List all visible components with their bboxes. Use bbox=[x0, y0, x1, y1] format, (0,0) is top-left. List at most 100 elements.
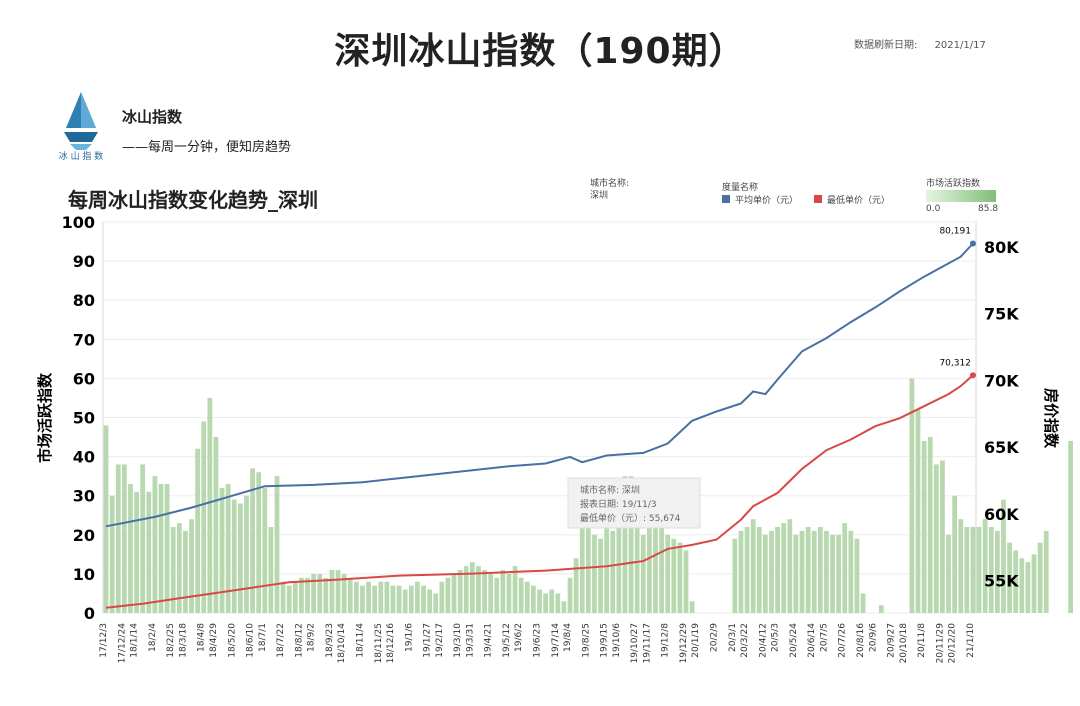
activity-bar bbox=[280, 581, 286, 613]
x-tick-label: 19/9/15 bbox=[600, 623, 610, 658]
y-right-tick-label: 75K bbox=[984, 305, 1019, 324]
activity-bar bbox=[970, 526, 976, 613]
legend-avg-swatch bbox=[722, 195, 730, 203]
activity-bar bbox=[1037, 542, 1043, 613]
activity-bar bbox=[647, 526, 652, 613]
avg-end-label: 80,191 bbox=[939, 226, 971, 236]
activity-bar bbox=[598, 538, 603, 613]
activity-bar bbox=[115, 464, 121, 613]
activity-bar bbox=[506, 573, 512, 613]
y-left-tick-label: 50 bbox=[73, 409, 95, 428]
x-tick-label: 18/5/20 bbox=[227, 623, 237, 658]
y-left-tick-label: 20 bbox=[73, 526, 95, 545]
activity-bar bbox=[781, 523, 787, 613]
activity-bar bbox=[616, 526, 622, 613]
x-tick-label: 19/10/27 bbox=[630, 623, 640, 663]
activity-bar bbox=[811, 530, 817, 613]
bars bbox=[103, 378, 1074, 613]
activity-bar bbox=[274, 476, 280, 613]
x-tick-label: 18/12/16 bbox=[386, 623, 396, 664]
x-tick-label: 18/2/25 bbox=[166, 623, 176, 658]
activity-bar bbox=[268, 526, 274, 613]
x-tick-label: 17/12/24 bbox=[117, 623, 127, 664]
x-tick-label: 19/2/17 bbox=[435, 623, 445, 658]
x-tick-label: 19/5/12 bbox=[502, 623, 512, 658]
x-tick-label: 20/11/29 bbox=[935, 623, 945, 664]
activity-bar bbox=[836, 534, 842, 613]
activity-bar bbox=[982, 519, 988, 613]
avg-end-point bbox=[969, 240, 976, 247]
activity-bar bbox=[592, 534, 597, 613]
activity-bar bbox=[372, 585, 378, 613]
x-tick-label: 19/10/6 bbox=[612, 623, 622, 658]
x-tick-label: 20/6/14 bbox=[807, 623, 817, 658]
activity-bar bbox=[225, 483, 231, 613]
x-tick-label: 18/6/10 bbox=[246, 623, 256, 658]
activity-bar bbox=[940, 460, 945, 613]
x-tick-label: 18/4/8 bbox=[197, 623, 207, 652]
activity-bar bbox=[341, 573, 347, 613]
iceberg-logo: 冰 山 指 数 bbox=[59, 92, 103, 160]
legend-avg-label: 平均单价（元） bbox=[735, 196, 799, 206]
activity-bar bbox=[634, 495, 640, 613]
activity-bar bbox=[323, 577, 329, 613]
activity-bar bbox=[585, 511, 591, 613]
activity-bar bbox=[933, 464, 939, 613]
activity-bar bbox=[1019, 558, 1025, 613]
activity-bar bbox=[347, 577, 353, 613]
activity-bar bbox=[793, 534, 799, 613]
activity-bar bbox=[244, 495, 249, 613]
x-tick-label: 20/9/6 bbox=[868, 623, 878, 652]
activity-bar bbox=[292, 581, 298, 613]
activity-bar bbox=[128, 483, 133, 613]
y-left-tick-label: 90 bbox=[73, 252, 95, 271]
tooltip-box bbox=[567, 477, 701, 529]
activity-bar bbox=[518, 577, 524, 613]
activity-bar bbox=[756, 526, 762, 613]
activity-bar bbox=[860, 593, 866, 613]
activity-bar bbox=[427, 589, 432, 613]
activity-bar bbox=[732, 538, 738, 613]
activity-min: 0.0 bbox=[926, 204, 941, 214]
x-tick-label: 18/11/4 bbox=[355, 623, 365, 658]
y-left-tick-label: 70 bbox=[73, 330, 95, 349]
avg-price-line bbox=[105, 242, 974, 528]
x-tick-label: 20/5/3 bbox=[771, 623, 781, 652]
activity-bar bbox=[842, 523, 848, 613]
activity-bar bbox=[769, 530, 774, 613]
activity-bar bbox=[158, 483, 164, 613]
activity-bar bbox=[237, 503, 243, 613]
activity-bar bbox=[604, 526, 610, 613]
x-tick-label: 20/7/26 bbox=[838, 623, 848, 658]
x-tick-label: 18/10/14 bbox=[337, 623, 347, 664]
activity-bar bbox=[445, 577, 451, 613]
activity-bar bbox=[146, 491, 152, 613]
activity-bar bbox=[231, 499, 237, 613]
activity-bar bbox=[738, 530, 744, 613]
x-tick-label: 19/6/2 bbox=[514, 623, 524, 652]
activity-bar bbox=[421, 585, 426, 613]
activity-gradient bbox=[926, 190, 996, 202]
y-right-tick-label: 80K bbox=[984, 238, 1019, 257]
activity-bar bbox=[775, 526, 780, 613]
activity-bar bbox=[921, 440, 927, 613]
activity-bar bbox=[176, 523, 182, 613]
activity-bar bbox=[1007, 542, 1012, 613]
activity-bar bbox=[1001, 499, 1006, 613]
activity-bar bbox=[250, 468, 255, 613]
y-axis-left-title: 市场活跃指数 bbox=[36, 372, 54, 463]
activity-bar bbox=[134, 491, 139, 613]
activity-bar bbox=[311, 573, 316, 613]
x-tick-label: 21/1/10 bbox=[966, 623, 976, 658]
activity-bar bbox=[451, 573, 457, 613]
chart-title: 每周冰山指数变化趋势_深圳 bbox=[68, 188, 318, 212]
x-tick-label: 19/3/10 bbox=[453, 623, 463, 658]
activity-bar bbox=[360, 585, 365, 613]
legend-city-label: 城市名称: bbox=[590, 179, 630, 189]
x-tick-label: 18/11/25 bbox=[374, 623, 384, 663]
activity-bar bbox=[854, 538, 860, 613]
legend-activity-label: 市场活跃指数 bbox=[926, 179, 981, 189]
activity-bar bbox=[1031, 554, 1037, 613]
